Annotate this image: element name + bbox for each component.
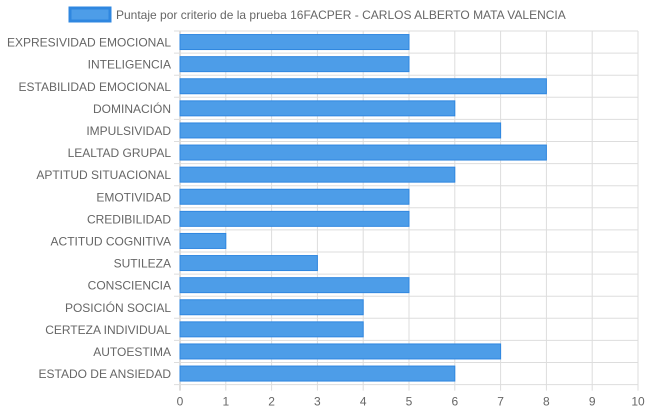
bar[interactable]	[179, 232, 227, 249]
x-tick-label: 2	[268, 395, 275, 409]
category-label: CERTEZA INDIVIDUAL	[45, 323, 171, 337]
bar[interactable]	[179, 144, 547, 161]
bars	[179, 34, 547, 382]
bar[interactable]	[179, 78, 547, 95]
bar[interactable]	[179, 34, 410, 51]
category-label: ESTABILIDAD EMOCIONAL	[19, 80, 172, 94]
bar[interactable]	[179, 210, 410, 227]
category-label: POSICIÓN SOCIAL	[65, 300, 171, 315]
x-axis-labels: 0 1 2 3 4 5 6 7 8 9 10	[177, 395, 645, 409]
category-label: SUTILEZA	[114, 257, 171, 271]
category-label: CREDIBILIDAD	[87, 212, 171, 226]
bar[interactable]	[179, 56, 410, 73]
category-label: LEALTAD GRUPAL	[68, 146, 172, 160]
category-label: AUTOESTIMA	[93, 345, 171, 359]
category-label: IMPULSIVIDAD	[86, 124, 171, 138]
bar[interactable]	[179, 299, 364, 316]
x-tick-label: 6	[451, 395, 458, 409]
y-axis-labels: EXPRESIVIDAD EMOCIONAL INTELIGENCIA ESTABI…	[7, 36, 172, 381]
bar[interactable]	[179, 321, 364, 338]
bar[interactable]	[179, 343, 502, 360]
legend-swatch	[68, 6, 112, 23]
bar[interactable]	[179, 122, 502, 139]
x-tick-label: 1	[222, 395, 229, 409]
bar[interactable]	[179, 166, 456, 183]
bar[interactable]	[179, 188, 410, 205]
category-label: EXPRESIVIDAD EMOCIONAL	[7, 36, 171, 50]
bar[interactable]	[179, 365, 456, 382]
category-label: EMOTIVIDAD	[96, 190, 171, 204]
category-label: ACTITUD COGNITIVA	[51, 234, 171, 248]
category-label: APTITUD SITUACIONAL	[36, 168, 171, 182]
x-tick-label: 0	[177, 395, 184, 409]
x-tick-label: 10	[631, 395, 645, 409]
bar[interactable]	[179, 277, 410, 294]
category-label: INTELIGENCIA	[88, 58, 171, 72]
bar[interactable]	[179, 255, 318, 272]
x-tick-label: 5	[406, 395, 413, 409]
x-tick-label: 7	[497, 395, 504, 409]
x-tick-label: 9	[589, 395, 596, 409]
category-label: CONSCIENCIA	[88, 279, 171, 293]
category-label: DOMINACIÓN	[93, 101, 171, 116]
legend-label: Puntaje por criterio de la prueba 16FACP…	[116, 8, 566, 22]
bar[interactable]	[179, 100, 456, 117]
x-tick-label: 8	[543, 395, 550, 409]
x-tick-label: 4	[360, 395, 367, 409]
legend[interactable]: Puntaje por criterio de la prueba 16FACP…	[68, 6, 566, 23]
x-tick-label: 3	[314, 395, 321, 409]
category-label: ESTADO DE ANSIEDAD	[39, 367, 172, 381]
